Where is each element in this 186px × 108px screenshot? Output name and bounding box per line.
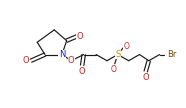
Text: O: O	[68, 56, 75, 65]
Text: N: N	[59, 50, 65, 59]
Text: O: O	[22, 56, 29, 65]
Text: O: O	[123, 42, 129, 51]
Text: S: S	[115, 50, 120, 59]
Text: O: O	[79, 67, 85, 76]
Text: Br: Br	[167, 50, 177, 59]
Text: O: O	[142, 73, 149, 82]
Text: O: O	[111, 65, 117, 74]
Text: O: O	[76, 32, 83, 41]
